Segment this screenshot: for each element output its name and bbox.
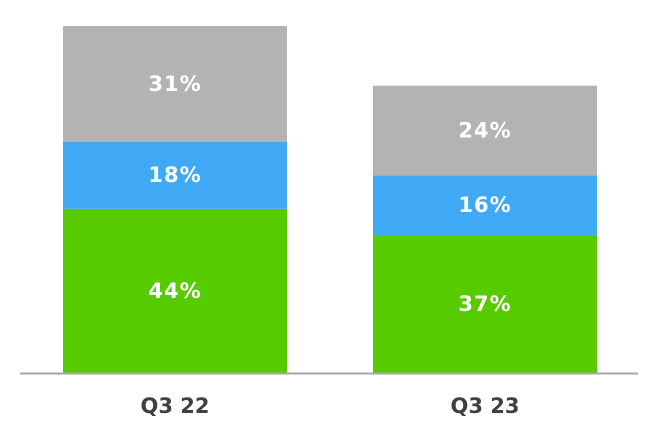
data-label-1-0: 37%: [458, 292, 511, 316]
bar-segment-0-1: [63, 141, 287, 209]
bars-group: 44% 18% 31% 37% 16% 24%: [63, 26, 597, 373]
data-label-1-1: 16%: [458, 193, 511, 217]
bar-segment-1-0: [373, 234, 597, 373]
data-label-1-2: 24%: [458, 118, 511, 142]
bar-segment-1-2: [373, 85, 597, 176]
category-labels: Q3 22 Q3 23: [141, 394, 520, 418]
data-label-0-0: 44%: [148, 279, 201, 303]
bar-segment-0-2: [63, 26, 287, 142]
bar-segment-1-1: [373, 175, 597, 235]
category-label-1: Q3 23: [451, 394, 520, 418]
bar-segment-0-0: [63, 208, 287, 373]
data-label-0-2: 31%: [148, 72, 201, 96]
category-label-0: Q3 22: [141, 394, 210, 418]
data-label-0-1: 18%: [148, 163, 201, 187]
